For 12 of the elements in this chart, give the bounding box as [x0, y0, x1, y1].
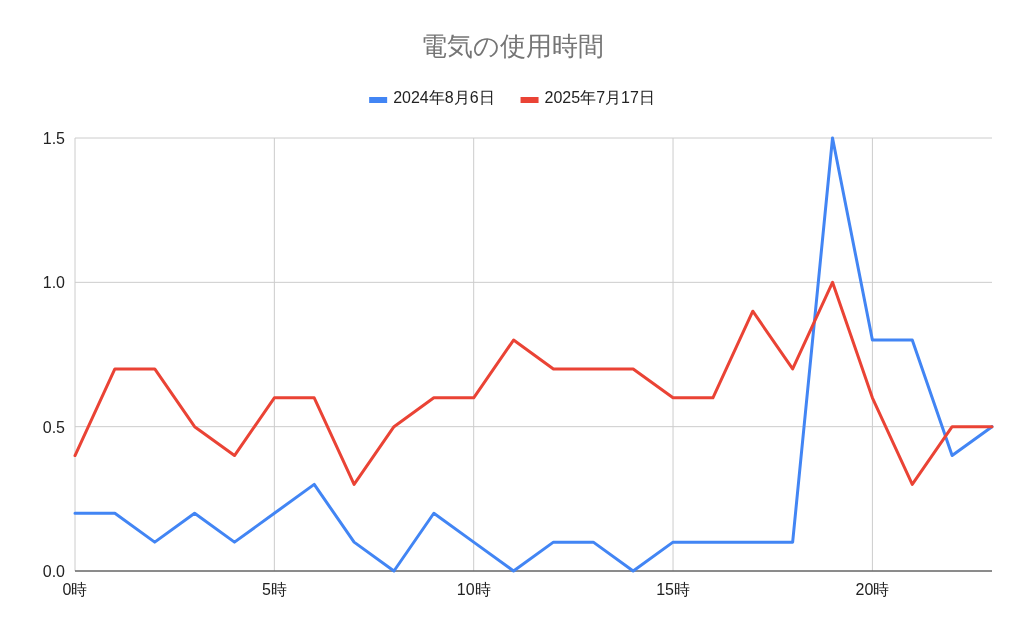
- x-tick-label: 15時: [656, 581, 690, 598]
- x-tick-label: 5時: [261, 581, 287, 598]
- legend-label: 2025年7月17日: [544, 89, 655, 106]
- legend-label: 2024年8月6日: [393, 89, 495, 106]
- y-tick-label: 1.0: [42, 274, 66, 292]
- x-tick-label: 0時: [62, 581, 88, 598]
- chart-title: 電気の使用時間: [420, 31, 604, 61]
- y-tick-label: 0.5: [42, 418, 66, 436]
- y-tick-label: 0.0: [42, 563, 66, 580]
- x-tick-label: 10時: [456, 581, 491, 598]
- x-tick-label: 20時: [855, 581, 890, 598]
- y-tick-label: 1.5: [42, 130, 66, 147]
